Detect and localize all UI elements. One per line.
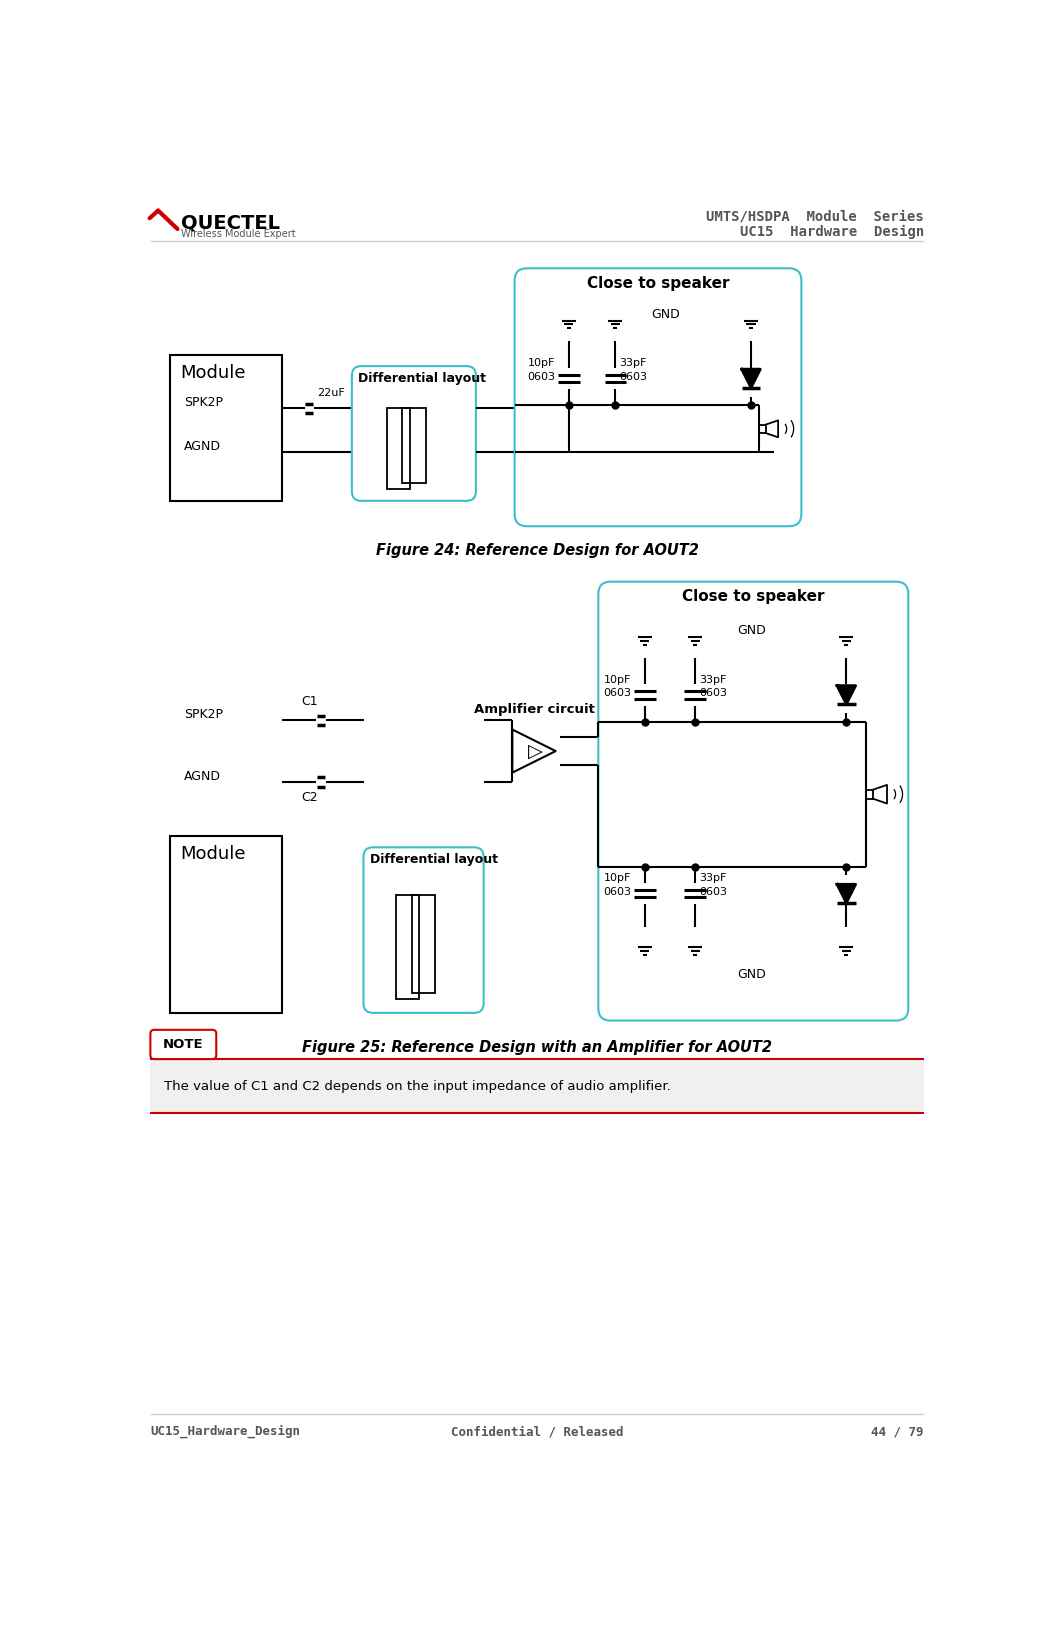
FancyBboxPatch shape (150, 1029, 216, 1059)
Text: 33pF: 33pF (699, 874, 726, 883)
Text: UMTS/HSDPA  Module  Series: UMTS/HSDPA Module Series (706, 210, 924, 223)
Text: 10pF: 10pF (527, 357, 555, 369)
Text: Confidential / Released: Confidential / Released (451, 1426, 624, 1439)
Text: GND: GND (652, 308, 680, 321)
Bar (387, 408, 410, 490)
Text: 22uF: 22uF (316, 388, 345, 398)
Text: GND: GND (738, 969, 766, 982)
Text: 10pF: 10pF (604, 874, 631, 883)
Text: 44 / 79: 44 / 79 (871, 1426, 924, 1439)
Text: GND: GND (738, 624, 766, 638)
Polygon shape (837, 685, 855, 705)
Text: 33pF: 33pF (619, 357, 647, 369)
Bar (866, 790, 873, 798)
Text: Differential layout: Differential layout (358, 372, 486, 385)
Text: UC15_Hardware_Design: UC15_Hardware_Design (150, 1424, 301, 1439)
Polygon shape (742, 369, 760, 388)
Bar (170, 836, 282, 1013)
Text: 0603: 0603 (699, 688, 727, 698)
Text: 0603: 0603 (619, 372, 648, 382)
Text: SPK2P: SPK2P (183, 708, 222, 721)
Text: UC15  Hardware  Design: UC15 Hardware Design (740, 225, 924, 239)
Bar (412, 895, 435, 993)
Bar (759, 425, 766, 433)
Text: C2: C2 (302, 792, 319, 805)
Text: ▷: ▷ (528, 741, 543, 760)
Text: SPK2P: SPK2P (183, 397, 222, 410)
Text: QUECTEL: QUECTEL (181, 213, 281, 233)
Text: Figure 25: Reference Design with an Amplifier for AOUT2: Figure 25: Reference Design with an Ampl… (302, 1039, 772, 1056)
Text: Differential layout: Differential layout (370, 854, 498, 867)
Text: Close to speaker: Close to speaker (682, 590, 825, 605)
Text: 0603: 0603 (527, 372, 555, 382)
Bar (170, 354, 282, 502)
Text: Module: Module (180, 846, 246, 864)
Text: AGND: AGND (183, 439, 221, 452)
Text: Close to speaker: Close to speaker (587, 275, 729, 292)
Bar (396, 895, 419, 1000)
Text: 10pF: 10pF (604, 675, 631, 685)
Text: 33pF: 33pF (699, 675, 726, 685)
Text: Wireless Module Expert: Wireless Module Expert (181, 229, 296, 239)
Bar (150, 1059, 924, 1113)
Polygon shape (837, 885, 855, 903)
Text: 0603: 0603 (603, 688, 631, 698)
Text: AGND: AGND (183, 770, 221, 782)
Text: 0603: 0603 (603, 887, 631, 897)
Text: Figure 24: Reference Design for AOUT2: Figure 24: Reference Design for AOUT2 (375, 543, 699, 559)
Text: 0603: 0603 (699, 887, 727, 897)
Text: Amplifier circuit: Amplifier circuit (474, 703, 594, 716)
Bar (402, 408, 425, 484)
Text: The value of C1 and C2 depends on the input impedance of audio amplifier.: The value of C1 and C2 depends on the in… (165, 1080, 671, 1093)
Text: NOTE: NOTE (163, 1037, 203, 1051)
Text: Module: Module (180, 364, 246, 382)
Text: C1: C1 (302, 695, 319, 708)
